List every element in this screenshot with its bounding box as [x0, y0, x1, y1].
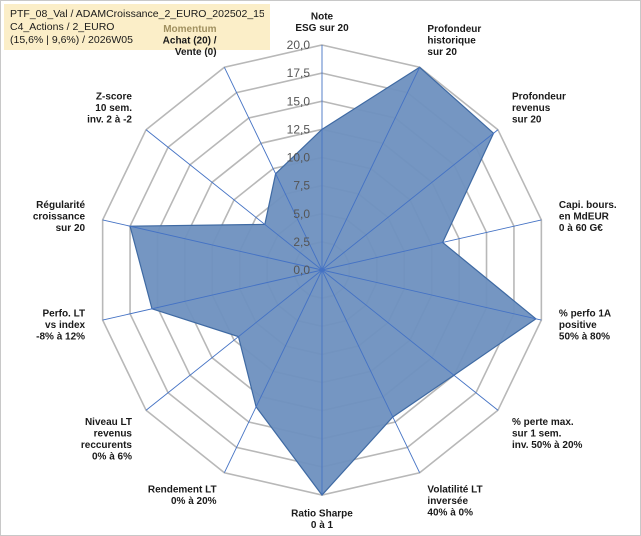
category-label-11-line-2: sur 20: [56, 223, 86, 234]
category-label-9-line-2: reccurents: [81, 440, 133, 451]
category-label-6-line-2: 40% à 0%: [427, 507, 473, 518]
category-label-2-line-0: Profondeur: [512, 91, 566, 102]
tick-label-3: 7,5: [293, 179, 310, 193]
series-area: [129, 66, 537, 496]
category-label-4-line-1: positive: [559, 320, 597, 331]
category-label-10-line-0: Perfo. LT: [42, 308, 85, 319]
axis-spoke-6: [321, 269, 421, 473]
category-label-9-line-3: 0% à 6%: [92, 452, 132, 463]
category-label-0-line-1: ESG sur 20: [295, 23, 349, 34]
category-label-0-line-0: Note: [311, 12, 334, 23]
tick-label-6: 15,0: [287, 94, 311, 108]
radar-series: [129, 66, 537, 496]
category-label-12-line-2: inv. 2 à -2: [87, 114, 132, 125]
chart-title-line-2: C4_Actions / 2_EURO: [10, 21, 115, 33]
category-label-2-line-1: revenus: [512, 103, 551, 114]
axis-spoke-10: [102, 269, 323, 321]
category-label-3-line-1: en MdEUR: [559, 212, 610, 223]
category-label-9-line-1: revenus: [94, 429, 133, 440]
category-label-10-line-1: vs index: [45, 320, 85, 331]
tick-label-5: 12,5: [287, 122, 311, 136]
category-label-8: Rendement LT0% à 20%: [148, 484, 217, 507]
tick-label-4: 10,0: [287, 151, 311, 165]
category-label-6-line-0: Volatilité LT: [427, 484, 482, 495]
axis-spoke-8: [223, 269, 323, 473]
category-label-5-line-1: sur 1 sem.: [512, 429, 562, 440]
category-label-11-line-1: croissance: [33, 212, 86, 223]
category-label-5-line-0: % perte max.: [512, 417, 574, 428]
category-label-1-line-1: historique: [427, 36, 476, 47]
category-label-3-line-2: 0 à 60 G€: [559, 223, 603, 234]
chart-title-line-1: PTF_08_Val / ADAMCroissance_2_EURO_20250…: [10, 8, 264, 20]
tick-label-8: 20,0: [287, 38, 311, 52]
axis-spoke-4: [321, 269, 542, 321]
tick-label-2: 5,0: [293, 207, 310, 221]
category-label-8-line-0: Rendement LT: [148, 484, 217, 495]
category-label-7-line-1: 0 à 1: [311, 520, 334, 531]
category-label-1-line-0: Profondeur: [427, 24, 481, 35]
radar-tick-labels: 0,0 2,5 5,0 7,5 10,0 12,5 15,0 17,5 20,0: [287, 38, 311, 277]
category-label-13-line-1: Achat (20) /: [163, 36, 217, 47]
category-label-9-line-0: Niveau LT: [85, 417, 132, 428]
tick-label-0: 0,0: [293, 263, 310, 277]
chart-title-box: PTF_08_Val / ADAMCroissance_2_EURO_20250…: [4, 4, 270, 50]
category-label-10-line-2: -8% à 12%: [36, 331, 85, 342]
category-label-4-line-2: 50% à 80%: [559, 331, 610, 342]
tick-label-1: 2,5: [293, 235, 310, 249]
axis-spoke-9: [145, 269, 323, 411]
category-label-11-line-0: Régularité: [36, 200, 85, 211]
axis-spoke-11: [102, 219, 323, 271]
category-label-6-line-1: inversée: [427, 496, 468, 507]
category-label-12-line-1: 10 sem.: [95, 103, 132, 114]
category-label-2-line-2: sur 20: [512, 114, 542, 125]
axis-spoke-3: [321, 219, 542, 271]
category-label-13-line-2: Vente (0): [175, 47, 217, 58]
axis-spoke-5: [321, 269, 499, 411]
axis-spoke-12: [145, 129, 323, 271]
category-label-5-line-2: inv. 50% à 20%: [512, 440, 583, 451]
chart-title-line-3: (15,6% | 9,6%) / 2026W05: [10, 34, 133, 46]
axis-spoke-13: [223, 67, 323, 271]
category-label-7-line-0: Ratio Sharpe: [291, 509, 353, 520]
category-label-13-line-0: Momentum: [163, 24, 216, 35]
category-label-5: % perte max.sur 1 sem.inv. 50% à 20%: [512, 417, 583, 451]
category-label-8-line-1: 0% à 20%: [171, 496, 217, 507]
category-label-3-line-0: Capi. bours.: [559, 200, 617, 211]
category-label-4-line-0: % perfo 1A: [559, 308, 611, 319]
radar-spokes: [102, 45, 542, 495]
tick-label-7: 17,5: [287, 66, 311, 80]
axis-spoke-1: [321, 67, 421, 271]
axis-spoke-2: [321, 129, 499, 271]
category-label-1-line-2: sur 20: [427, 47, 457, 58]
category-label-12-line-0: Z-score: [96, 91, 133, 102]
